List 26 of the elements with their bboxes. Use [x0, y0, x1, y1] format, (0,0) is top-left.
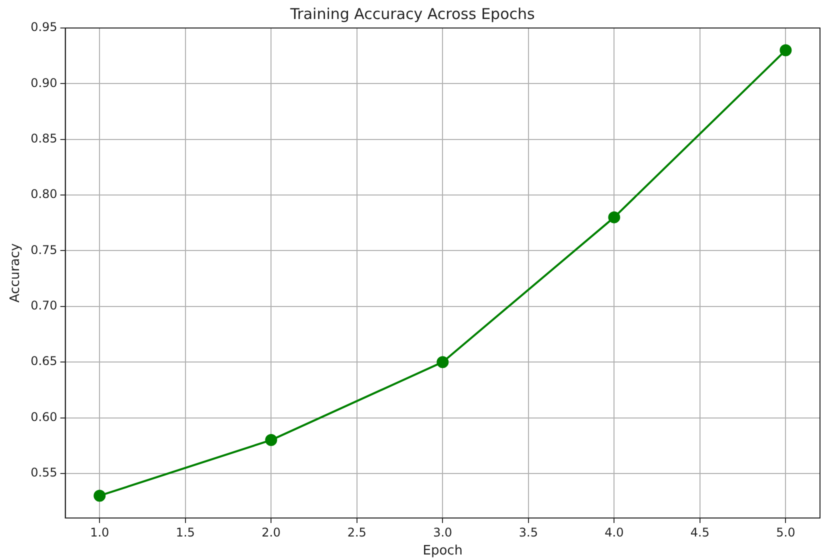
point [265, 434, 278, 446]
y-tick-label: 0.75 [30, 242, 58, 257]
x-tick-label: 2.5 [347, 525, 366, 540]
y-tick-label: 0.90 [30, 76, 58, 90]
x-axis-title: Epoch [422, 544, 463, 559]
x-tick-label: 4.0 [604, 525, 624, 540]
x-tick-label: 2.0 [262, 525, 281, 540]
y-tick-label: 0.65 [30, 354, 58, 368]
y-tick-label: 0.55 [30, 466, 58, 480]
point [94, 490, 106, 502]
y-tick-label: 0.95 [30, 20, 58, 34]
chart-title: Training Accuracy Across Epochs [289, 4, 535, 23]
x-tick-label: 1.5 [176, 525, 195, 540]
x-tick-label: 5.0 [776, 525, 796, 540]
y-tick-label: 0.60 [30, 410, 58, 424]
x-tick-label: 1.0 [90, 525, 110, 540]
point [608, 211, 620, 224]
y-tick-label: 0.70 [30, 298, 58, 313]
y-axis-title: Accuracy [8, 243, 24, 303]
y-tick-label: 0.85 [30, 131, 58, 146]
x-tick-label: 3.5 [518, 525, 538, 540]
x-tick-label: 4.5 [690, 525, 710, 540]
point [780, 44, 792, 56]
y-tick-label: 0.80 [30, 187, 58, 202]
point [436, 356, 449, 368]
x-tick-label: 3.0 [433, 525, 452, 540]
